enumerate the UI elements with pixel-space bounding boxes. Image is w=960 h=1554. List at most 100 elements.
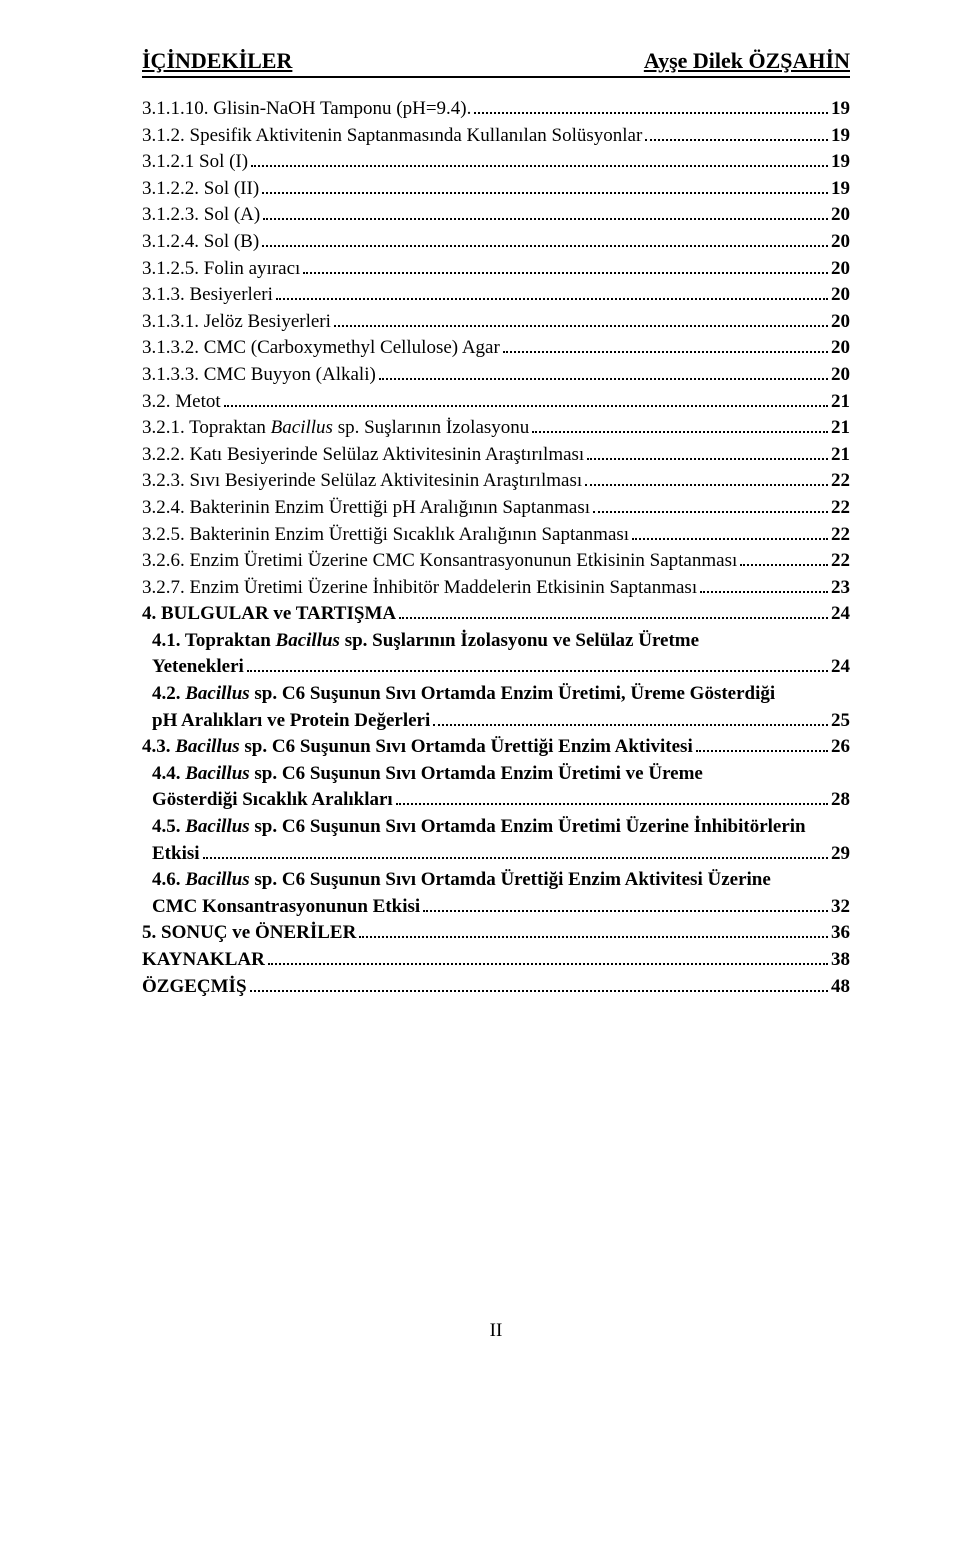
toc-entry: 3.2.4. Bakterinin Enzim Ürettiği pH Aral…: [142, 495, 850, 522]
toc-entry: Yetenekleri 24: [142, 654, 850, 681]
toc-text-segment: 3.2. Metot: [142, 391, 221, 412]
toc-entry-page: 20: [831, 362, 850, 389]
toc-entry-label: 3.2.7. Enzim Üretimi Üzerine İnhibitör M…: [142, 575, 697, 602]
toc-text-segment: 4.5.: [152, 816, 185, 837]
toc-entry-label: Yetenekleri: [152, 654, 244, 681]
toc-leader-dots: [593, 496, 828, 513]
toc-leader-dots: [632, 522, 828, 539]
toc-entry-label: ÖZGEÇMİŞ: [142, 974, 247, 1001]
toc-entry-page: 23: [831, 575, 850, 602]
toc-entry-label: 4.1. Topraktan Bacillus sp. Suşlarının İ…: [152, 630, 699, 651]
toc-text-segment: 3.1.2. Spesifik Aktivitenin Saptanmasınd…: [142, 125, 642, 146]
toc-entry-label: 3.1.3.2. CMC (Carboxymethyl Cellulose) A…: [142, 335, 500, 362]
toc-text-segment: 3.2.5. Bakterinin Enzim Ürettiği Sıcaklı…: [142, 524, 629, 545]
toc-entry: Etkisi 29: [142, 841, 850, 868]
toc-text-segment: Bacillus: [175, 736, 239, 757]
toc-entry-label: 3.2.3. Sıvı Besiyerinde Selülaz Aktivite…: [142, 468, 582, 495]
toc-entry-label: 3.2.5. Bakterinin Enzim Ürettiği Sıcaklı…: [142, 522, 629, 549]
toc-leader-dots: [696, 735, 828, 752]
toc-text-segment: 4. BULGULAR ve TARTIŞMA: [142, 603, 396, 624]
toc-text-segment: Yetenekleri: [152, 656, 244, 677]
toc-entry: KAYNAKLAR 38: [142, 947, 850, 974]
toc-text-segment: Bacillus: [185, 816, 249, 837]
toc-text-segment: 3.1.2.2. Sol (II): [142, 178, 259, 199]
toc-entry-page: 48: [831, 974, 850, 1001]
toc-text-segment: Gösterdiği Sıcaklık Aralıkları: [152, 789, 393, 810]
toc-entry-page: 24: [831, 654, 850, 681]
toc-entry-page: 25: [831, 708, 850, 735]
toc-leader-dots: [585, 469, 828, 486]
toc-text-segment: 4.6.: [152, 869, 185, 890]
toc-entry-label: 3.1.2.1 Sol (I): [142, 149, 248, 176]
toc-entry-page: 22: [831, 468, 850, 495]
toc-entry-label: CMC Konsantrasyonunun Etkisi: [152, 894, 420, 921]
toc-leader-dots: [250, 975, 828, 992]
toc-text-segment: 3.1.2.5. Folin ayıracı: [142, 258, 300, 279]
toc-entry-page: 38: [831, 947, 850, 974]
toc-text-segment: Bacillus: [185, 869, 249, 890]
toc-entry-label: 3.1.3.1. Jelöz Besiyerleri: [142, 309, 331, 336]
toc-text-segment: Bacillus: [185, 683, 249, 704]
toc-entry: 3.1.3.3. CMC Buyyon (Alkali) 20: [142, 362, 850, 389]
toc-entry-label: KAYNAKLAR: [142, 947, 265, 974]
toc-entry: pH Aralıkları ve Protein Değerleri 25: [142, 708, 850, 735]
toc-text-segment: sp. Suşlarının İzolasyonu ve Selülaz Üre…: [340, 630, 699, 651]
toc-entry-page: 19: [831, 96, 850, 123]
toc-entry-page: 29: [831, 841, 850, 868]
toc-entry-page: 19: [831, 176, 850, 203]
toc-entry-label: 3.2. Metot: [142, 389, 221, 416]
toc-leader-dots: [645, 124, 828, 141]
toc-leader-dots: [399, 602, 828, 619]
toc-entry-page: 20: [831, 309, 850, 336]
toc-entry: 4. BULGULAR ve TARTIŞMA 24: [142, 601, 850, 628]
toc-entry-page: 28: [831, 787, 850, 814]
toc-entry-label: 3.2.2. Katı Besiyerinde Selülaz Aktivite…: [142, 442, 584, 469]
toc-entry: 4.4. Bacillus sp. C6 Suşunun Sıvı Ortamd…: [142, 761, 850, 788]
toc-entry: 3.1.1.10. Glisin-NaOH Tamponu (pH=9.4).1…: [142, 96, 850, 123]
toc-entry-label: 3.1.2.3. Sol (A): [142, 202, 260, 229]
toc-entry-page: 36: [831, 920, 850, 947]
page-number-footer: II: [142, 1320, 850, 1342]
toc-entry-page: 22: [831, 495, 850, 522]
toc-leader-dots: [224, 389, 828, 406]
toc-entry-label: pH Aralıkları ve Protein Değerleri: [152, 708, 430, 735]
toc-entry: 4.2. Bacillus sp. C6 Suşunun Sıvı Ortamd…: [142, 681, 850, 708]
toc-text-segment: 3.2.4. Bakterinin Enzim Ürettiği pH Aral…: [142, 497, 590, 518]
toc-text-segment: sp. C6 Suşunun Sıvı Ortamda Ürettiği Enz…: [250, 869, 771, 890]
toc-entry-page: 20: [831, 335, 850, 362]
toc-entry: 5. SONUÇ ve ÖNERİLER 36: [142, 920, 850, 947]
toc-text-segment: ÖZGEÇMİŞ: [142, 976, 247, 997]
toc-entry-label: 3.1.3. Besiyerleri: [142, 282, 273, 309]
table-of-contents: 3.1.1.10. Glisin-NaOH Tamponu (pH=9.4).1…: [142, 96, 850, 1000]
toc-entry-page: 24: [831, 601, 850, 628]
toc-leader-dots: [247, 655, 828, 672]
toc-entry-label: 3.2.4. Bakterinin Enzim Ürettiği pH Aral…: [142, 495, 590, 522]
toc-text-segment: sp. C6 Suşunun Sıvı Ortamda Ürettiği Enz…: [240, 736, 693, 757]
toc-entry: ÖZGEÇMİŞ 48: [142, 974, 850, 1001]
toc-text-segment: 4.2.: [152, 683, 185, 704]
header-title: İÇİNDEKİLER: [142, 48, 292, 74]
toc-entry: 3.1.2.1 Sol (I)19: [142, 149, 850, 176]
toc-leader-dots: [396, 788, 828, 805]
toc-leader-dots: [700, 576, 828, 593]
toc-text-segment: 3.2.7. Enzim Üretimi Üzerine İnhibitör M…: [142, 577, 697, 598]
toc-text-segment: 3.2.1. Topraktan: [142, 417, 271, 438]
toc-text-segment: pH Aralıkları ve Protein Değerleri: [152, 710, 430, 731]
toc-entry: 4.3. Bacillus sp. C6 Suşunun Sıvı Ortamd…: [142, 734, 850, 761]
toc-leader-dots: [587, 443, 828, 460]
toc-text-segment: 3.2.6. Enzim Üretimi Üzerine CMC Konsant…: [142, 550, 737, 571]
toc-leader-dots: [262, 230, 828, 247]
toc-entry-page: 26: [831, 734, 850, 761]
toc-text-segment: 4.1. Topraktan: [152, 630, 276, 651]
toc-entry-label: Etkisi: [152, 841, 200, 868]
toc-text-segment: KAYNAKLAR: [142, 949, 265, 970]
toc-leader-dots: [251, 150, 828, 167]
toc-entry: 3.1.3.1. Jelöz Besiyerleri 20: [142, 309, 850, 336]
toc-text-segment: 3.1.2.4. Sol (B): [142, 231, 259, 252]
toc-entry: 3.2.5. Bakterinin Enzim Ürettiği Sıcaklı…: [142, 522, 850, 549]
toc-entry: 3.2.7. Enzim Üretimi Üzerine İnhibitör M…: [142, 575, 850, 602]
toc-leader-dots: [268, 948, 828, 965]
toc-leader-dots: [433, 709, 828, 726]
toc-entry: CMC Konsantrasyonunun Etkisi 32: [142, 894, 850, 921]
toc-leader-dots: [532, 416, 828, 433]
